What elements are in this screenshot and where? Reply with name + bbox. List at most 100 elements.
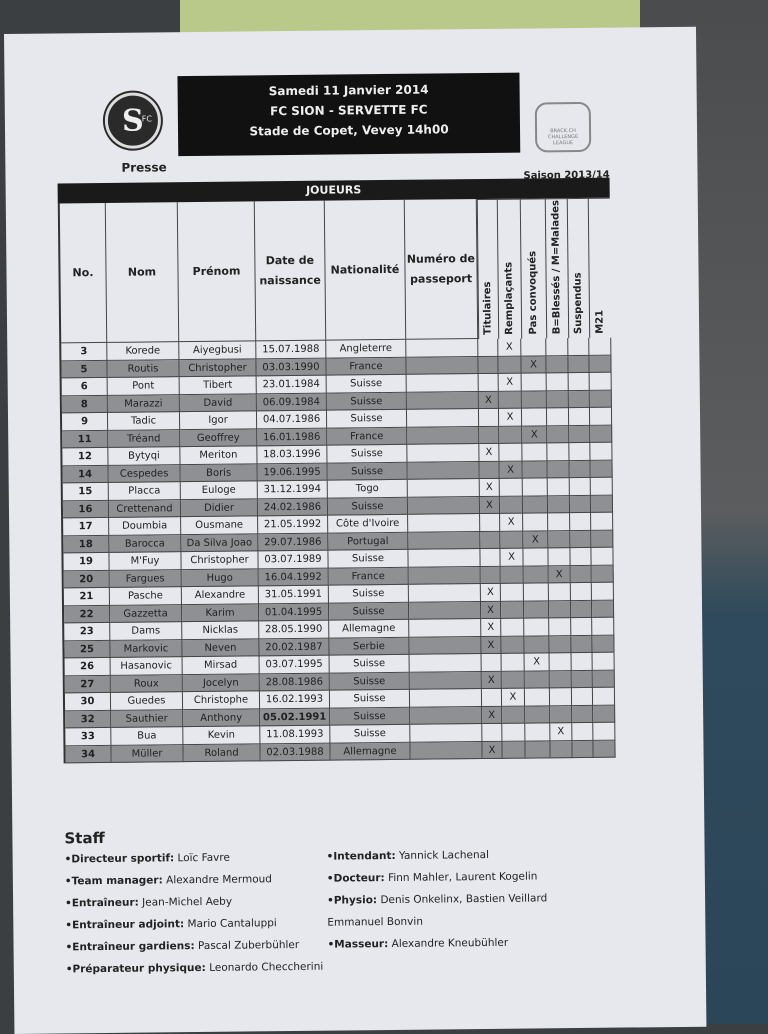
status-cell (571, 583, 592, 601)
status-cell (590, 443, 612, 461)
status-cell (502, 724, 525, 742)
status-cell (525, 688, 550, 706)
staff-item: Emmanuel Bonvin (327, 914, 547, 938)
passport-cell (409, 602, 481, 620)
player-number: 9 (62, 413, 108, 431)
staff-name: Finn Mahler, Laurent Kogelin (385, 870, 538, 884)
player-number: 19 (63, 553, 109, 571)
player-birthdate: 01.04.1995 (259, 603, 329, 621)
player-birthdate: 03.03.1990 (256, 358, 326, 376)
status-cell (591, 530, 613, 548)
passport-cell (408, 462, 480, 480)
status-cell: X (499, 409, 522, 427)
status-cell (478, 339, 498, 357)
status-cell (482, 654, 502, 672)
player-lastname: Dams (110, 622, 182, 640)
player-firstname: Igor (180, 411, 257, 429)
status-cell (547, 461, 569, 479)
status-cell: X (482, 741, 502, 759)
staff-item: •Physio: Denis Onkelinx, Bastien Veillar… (327, 892, 547, 916)
staff-name: Alexandre Kneubühler (388, 937, 508, 950)
staff-name: Mario Cantaluppi (184, 917, 277, 930)
status-cell (523, 513, 548, 531)
status-cell (498, 356, 521, 374)
staff-item: •Entraîneur: Jean-Michel Aeby (65, 895, 323, 920)
status-cell: X (481, 601, 501, 619)
status-cell (547, 391, 569, 409)
status-cell: X (549, 566, 571, 584)
passport-cell (407, 374, 479, 392)
status-cell (499, 426, 522, 444)
status-cell (501, 601, 524, 619)
status-cell (524, 618, 549, 636)
staff-role: •Docteur: (327, 872, 385, 885)
status-cell (591, 495, 613, 513)
staff-name: Yannick Lachenal (396, 849, 489, 862)
player-nationality: Suisse (328, 462, 408, 480)
staff-role: •Intendant: (327, 850, 396, 863)
staff-role: •Directeur sportif: (65, 852, 175, 865)
player-nationality: Suisse (330, 707, 410, 725)
status-cell: X (500, 514, 523, 532)
status-cell (480, 549, 500, 567)
player-firstname: Ousmane (181, 516, 258, 534)
player-number: 33 (65, 728, 111, 746)
player-birthdate: 23.01.1984 (257, 376, 327, 394)
player-firstname: Alexandre (182, 586, 259, 604)
staff-role: •Préparateur physique: (66, 962, 206, 975)
player-birthdate: 06.09.1984 (257, 393, 327, 411)
status-cell (590, 390, 612, 408)
status-cell: X (499, 374, 522, 392)
status-cell (523, 548, 548, 566)
player-nationality: Allemagne (329, 620, 409, 638)
status-cell (571, 618, 592, 636)
status-cell (589, 355, 611, 373)
player-number: 12 (62, 448, 108, 466)
player-nationality: Suisse (328, 497, 408, 515)
staff-name: Pascal Zuberbühler (195, 939, 300, 952)
status-cell (569, 460, 590, 478)
column-header: Prénom (178, 201, 256, 342)
column-header: Titulaires (477, 199, 498, 339)
status-cell (480, 514, 500, 532)
player-nationality: Suisse (328, 550, 408, 568)
player-firstname: Jocelyn (183, 674, 260, 692)
player-nationality: Suisse (327, 392, 407, 410)
player-number: 23 (64, 623, 110, 641)
status-cell: X (479, 444, 499, 462)
status-cell (525, 741, 550, 759)
staff-name: Loïc Favre (174, 852, 230, 865)
passport-cell (409, 637, 481, 655)
passport-cell (410, 707, 482, 725)
player-firstname: Christophe (183, 691, 260, 709)
staff-item: •Team manager: Alexandre Mermoud (65, 873, 323, 898)
player-firstname: Roland (183, 744, 260, 762)
player-lastname: Doumbia (109, 517, 181, 535)
presse-label: Presse (121, 160, 166, 174)
status-cell (547, 408, 569, 426)
status-cell (592, 618, 614, 636)
status-cell (500, 531, 523, 549)
passport-cell (408, 479, 480, 497)
status-cell: X (481, 584, 501, 602)
player-lastname: Barocca (109, 535, 181, 553)
player-nationality: Suisse (329, 602, 409, 620)
status-cell (570, 495, 591, 513)
status-cell (572, 670, 593, 688)
status-cell (524, 566, 549, 584)
staff-role: •Entraîneur adjoint: (65, 918, 184, 931)
status-cell: X (521, 356, 546, 374)
player-nationality: France (329, 567, 409, 585)
column-header: Nom (106, 202, 179, 343)
status-cell (593, 670, 615, 688)
passport-cell (410, 689, 482, 707)
player-firstname: Euloge (181, 481, 258, 499)
status-cell (592, 565, 614, 583)
status-cell (550, 741, 572, 759)
player-nationality: Angleterre (326, 340, 406, 358)
staff-section: Staff •Directeur sportif: Loïc Favre•Tea… (64, 823, 664, 851)
player-lastname: Sauthier (111, 710, 183, 728)
status-cell (571, 600, 592, 618)
